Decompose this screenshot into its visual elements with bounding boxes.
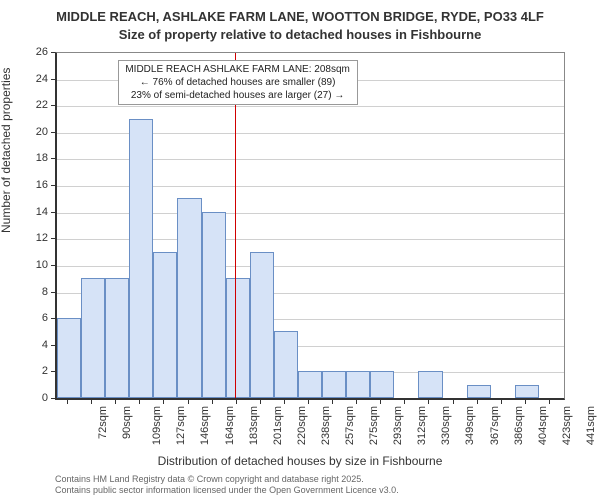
x-tick-label: 164sqm bbox=[224, 406, 236, 445]
y-tick-mark bbox=[51, 398, 55, 399]
y-tick-mark bbox=[51, 132, 55, 133]
y-tick-label: 18 bbox=[8, 152, 48, 164]
title-line-2: Size of property relative to detached ho… bbox=[0, 26, 600, 44]
histogram-bar bbox=[370, 371, 394, 398]
x-tick-mark bbox=[525, 400, 526, 404]
histogram-bar bbox=[177, 198, 201, 398]
y-tick-label: 12 bbox=[8, 232, 48, 244]
histogram-bar bbox=[57, 318, 81, 398]
x-tick-mark bbox=[188, 400, 189, 404]
y-tick-mark bbox=[51, 371, 55, 372]
x-tick-mark bbox=[212, 400, 213, 404]
y-tick-label: 0 bbox=[8, 392, 48, 404]
y-tick-label: 8 bbox=[8, 286, 48, 298]
y-tick-mark bbox=[51, 185, 55, 186]
x-tick-mark bbox=[477, 400, 478, 404]
y-tick-label: 16 bbox=[8, 179, 48, 191]
title-block: MIDDLE REACH, ASHLAKE FARM LANE, WOOTTON… bbox=[0, 0, 600, 43]
y-tick-mark bbox=[51, 318, 55, 319]
y-tick-mark bbox=[51, 52, 55, 53]
x-tick-mark bbox=[236, 400, 237, 404]
y-tick-mark bbox=[51, 238, 55, 239]
x-tick-label: 183sqm bbox=[248, 406, 260, 445]
y-tick-label: 22 bbox=[8, 99, 48, 111]
x-tick-label: 201sqm bbox=[272, 406, 284, 445]
y-tick-mark bbox=[51, 105, 55, 106]
y-tick-label: 4 bbox=[8, 339, 48, 351]
histogram-bar bbox=[274, 331, 298, 398]
x-tick-label: 349sqm bbox=[465, 406, 477, 445]
histogram-bar bbox=[81, 278, 105, 398]
footnote: Contains HM Land Registry data © Crown c… bbox=[55, 474, 399, 496]
x-tick-label: 257sqm bbox=[344, 406, 356, 445]
x-tick-mark bbox=[67, 400, 68, 404]
histogram-bar bbox=[418, 371, 442, 398]
x-tick-label: 238sqm bbox=[320, 406, 332, 445]
x-tick-mark bbox=[139, 400, 140, 404]
y-tick-label: 26 bbox=[8, 46, 48, 58]
x-tick-mark bbox=[380, 400, 381, 404]
y-tick-label: 10 bbox=[8, 259, 48, 271]
x-tick-label: 146sqm bbox=[200, 406, 212, 445]
histogram-bar bbox=[515, 385, 539, 398]
x-tick-label: 293sqm bbox=[392, 406, 404, 445]
gridline bbox=[57, 106, 564, 107]
y-tick-label: 24 bbox=[8, 73, 48, 85]
histogram-bar bbox=[250, 252, 274, 398]
histogram-bar bbox=[322, 371, 346, 398]
x-tick-mark bbox=[260, 400, 261, 404]
x-tick-label: 312sqm bbox=[416, 406, 428, 445]
y-tick-mark bbox=[51, 79, 55, 80]
histogram-bar bbox=[467, 385, 491, 398]
x-tick-label: 127sqm bbox=[175, 406, 187, 445]
callout-line-1: MIDDLE REACH ASHLAKE FARM LANE: 208sqm bbox=[124, 63, 352, 76]
x-tick-label: 404sqm bbox=[537, 406, 549, 445]
footnote-line-2: Contains public sector information licen… bbox=[55, 485, 399, 496]
x-tick-label: 109sqm bbox=[151, 406, 163, 445]
x-tick-mark bbox=[115, 400, 116, 404]
x-tick-label: 441sqm bbox=[585, 406, 597, 445]
histogram-bar bbox=[298, 371, 322, 398]
histogram-bar bbox=[153, 252, 177, 398]
x-tick-mark bbox=[453, 400, 454, 404]
x-tick-mark bbox=[284, 400, 285, 404]
x-tick-label: 220sqm bbox=[296, 406, 308, 445]
histogram-bar bbox=[129, 119, 153, 398]
histogram-bar bbox=[226, 278, 250, 398]
x-tick-mark bbox=[308, 400, 309, 404]
y-tick-label: 20 bbox=[8, 126, 48, 138]
x-tick-mark bbox=[356, 400, 357, 404]
y-tick-mark bbox=[51, 265, 55, 266]
x-tick-mark bbox=[404, 400, 405, 404]
x-tick-mark bbox=[163, 400, 164, 404]
x-tick-mark bbox=[501, 400, 502, 404]
x-tick-label: 72sqm bbox=[97, 406, 109, 439]
x-tick-label: 330sqm bbox=[441, 406, 453, 445]
marker-callout: MIDDLE REACH ASHLAKE FARM LANE: 208sqm ←… bbox=[118, 60, 358, 105]
histogram-bar bbox=[346, 371, 370, 398]
histogram-bar bbox=[202, 212, 226, 398]
x-axis-label: Distribution of detached houses by size … bbox=[0, 454, 600, 468]
callout-line-2: ← 76% of detached houses are smaller (89… bbox=[124, 76, 352, 89]
x-tick-mark bbox=[549, 400, 550, 404]
y-tick-label: 2 bbox=[8, 365, 48, 377]
x-tick-mark bbox=[91, 400, 92, 404]
y-tick-label: 6 bbox=[8, 312, 48, 324]
x-tick-label: 386sqm bbox=[513, 406, 525, 445]
y-tick-mark bbox=[51, 345, 55, 346]
x-tick-label: 275sqm bbox=[368, 406, 380, 445]
x-tick-mark bbox=[332, 400, 333, 404]
x-tick-label: 423sqm bbox=[561, 406, 573, 445]
y-tick-mark bbox=[51, 292, 55, 293]
y-tick-label: 14 bbox=[8, 206, 48, 218]
x-tick-label: 367sqm bbox=[489, 406, 501, 445]
y-tick-mark bbox=[51, 158, 55, 159]
x-tick-label: 90sqm bbox=[121, 406, 133, 439]
y-tick-mark bbox=[51, 212, 55, 213]
callout-line-3: 23% of semi-detached houses are larger (… bbox=[124, 89, 352, 102]
title-line-1: MIDDLE REACH, ASHLAKE FARM LANE, WOOTTON… bbox=[0, 8, 600, 26]
x-tick-mark bbox=[428, 400, 429, 404]
histogram-bar bbox=[105, 278, 129, 398]
footnote-line-1: Contains HM Land Registry data © Crown c… bbox=[55, 474, 399, 485]
